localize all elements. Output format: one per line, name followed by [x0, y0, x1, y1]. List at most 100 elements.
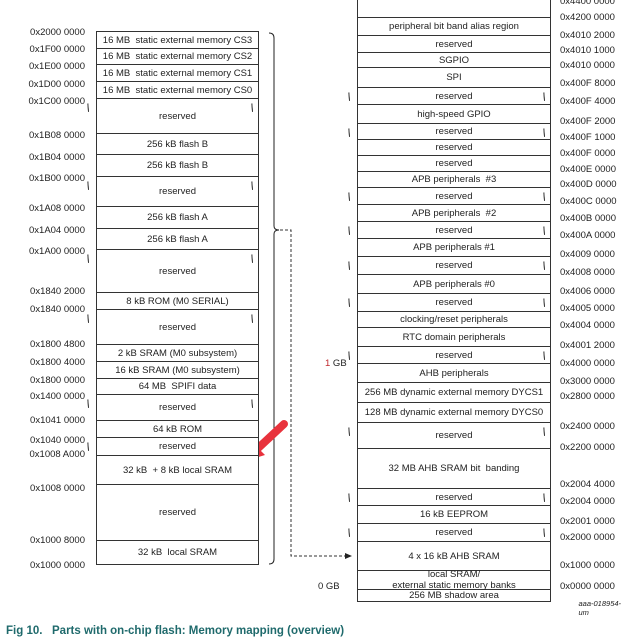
region-label: reserved — [435, 224, 473, 236]
address-label: 0x4009 0000 — [560, 249, 615, 260]
address-label: 0x1008 A000 — [29, 449, 85, 460]
region-label: 256 kB flash A — [147, 212, 208, 223]
region-label: 64 MB SPIFI data — [138, 381, 217, 392]
figure-id: aaa-018954-um — [578, 599, 622, 617]
region-label: AHB peripherals — [419, 367, 489, 379]
region-label: APB peripherals #2 — [411, 207, 497, 219]
region-label: reserved — [435, 430, 473, 441]
address-label: 0x4400 0000 — [560, 0, 615, 7]
memory-region: reserved — [96, 437, 259, 456]
address-label: 0x1000 8000 — [30, 535, 85, 546]
region-label: reserved — [435, 297, 473, 308]
address-label: 0x0000 0000 — [560, 581, 615, 592]
memory-region: reserved — [357, 123, 551, 140]
region-label: 16 MB static external memory CS3 — [102, 34, 253, 46]
address-label: 0x1000 0000 — [30, 560, 85, 571]
memory-region: reserved — [357, 221, 551, 239]
region-label: reserved — [435, 38, 473, 50]
dashed-connector — [280, 229, 346, 557]
address-label: 0x2000 0000 — [30, 27, 85, 38]
zero-gb-marker: 0 GB — [318, 581, 340, 592]
address-label: 0x2400 0000 — [560, 421, 615, 432]
memory-region: 256 kB flash A — [96, 228, 259, 250]
memory-region — [357, 0, 551, 18]
region-label: APB peripherals #3 — [411, 174, 497, 185]
address-label: 0x1F00 0000 — [29, 44, 85, 55]
address-label: 0x1A08 0000 — [29, 203, 85, 214]
address-label: 0x1B04 0000 — [29, 152, 85, 163]
region-label: 2 kB SRAM (M0 subsystem) — [117, 347, 238, 359]
address-label: 0x1400 0000 — [30, 391, 85, 402]
memory-region: APB peripherals #2 — [357, 204, 551, 222]
memory-region: reserved — [357, 155, 551, 172]
region-label: reserved — [159, 265, 196, 277]
memory-region: reserved — [357, 187, 551, 205]
address-label: 0x4200 0000 — [560, 12, 615, 23]
memory-region: 16 MB static external memory CS0 — [96, 81, 259, 99]
region-label: 16 MB static external memory CS0 — [102, 84, 253, 96]
address-label: 0x4006 0000 — [560, 286, 615, 297]
connector-arrowhead — [345, 553, 352, 559]
region-label: 256 MB shadow area — [409, 590, 499, 601]
memory-region: 16 MB static external memory CS3 — [96, 31, 259, 49]
region-label: 16 kB SRAM (M0 subsystem) — [115, 364, 240, 376]
region-label: peripheral bit band alias region — [389, 21, 519, 32]
memory-region: 128 MB dynamic external memory DYCS0 — [357, 402, 551, 423]
memory-region: AHB peripherals — [357, 363, 551, 383]
address-label: 0x1B00 0000 — [29, 173, 85, 184]
region-label: 256 kB flash B — [146, 160, 209, 171]
region-label: reserved — [435, 491, 473, 503]
address-label: 0x1840 0000 — [30, 304, 85, 315]
address-label: 0x400E 0000 — [560, 164, 616, 175]
address-label: 0x2000 0000 — [560, 532, 615, 543]
memory-region: reserved — [357, 422, 551, 449]
memory-region: 32 kB + 8 kB local SRAM — [96, 455, 259, 485]
address-label: 0x400F 8000 — [560, 78, 616, 89]
memory-region: reserved — [357, 139, 551, 156]
memory-region: 16 MB static external memory CS1 — [96, 64, 259, 82]
memory-region: reserved — [96, 394, 259, 421]
memory-region: 64 MB SPIFI data — [96, 378, 259, 395]
address-label: 0x400F 4000 — [560, 96, 616, 107]
address-label: 0x2004 4000 — [560, 479, 615, 490]
region-label: 128 MB dynamic external memory DYCS0 — [364, 407, 544, 418]
one-gb-marker: 1 GB — [325, 358, 347, 369]
region-label: 16 MB static external memory CS1 — [102, 67, 253, 79]
region-label: reserved — [159, 507, 196, 518]
address-label: 0x3000 0000 — [560, 376, 615, 387]
region-label: reserved — [435, 90, 473, 102]
region-label: 32 MB AHB SRAM bit banding — [388, 463, 520, 474]
address-label: 0x400D 0000 — [560, 179, 617, 190]
memory-region: reserved — [96, 98, 259, 134]
address-label: 0x1040 0000 — [30, 435, 85, 446]
region-label: reserved — [435, 527, 473, 538]
memory-region: 256 kB flash B — [96, 154, 259, 177]
region-label: 32 kB local SRAM — [137, 547, 218, 558]
address-label: 0x4010 1000 — [560, 45, 615, 56]
memory-region: reserved — [96, 484, 259, 541]
memory-region: local SRAM/ external static memory banks — [357, 569, 551, 591]
region-label: reserved — [159, 321, 196, 333]
memory-region: APB peripherals #1 — [357, 238, 551, 257]
memory-region: 256 kB flash B — [96, 133, 259, 155]
region-label: high-speed GPIO — [417, 108, 491, 120]
region-label: 256 kB flash B — [146, 138, 209, 150]
memory-region: APB peripherals #0 — [357, 274, 551, 294]
address-label: 0x2200 0000 — [560, 442, 615, 453]
address-label: 0x1800 4000 — [30, 357, 85, 368]
address-label: 0x400F 1000 — [560, 132, 616, 143]
memory-region: APB peripherals #3 — [357, 171, 551, 188]
region-label: reserved — [159, 110, 196, 122]
memory-region: RTC domain peripherals — [357, 327, 551, 347]
region-label: reserved — [435, 126, 473, 137]
region-label: 16 MB static external memory CS2 — [102, 51, 253, 62]
address-label: 0x1800 4800 — [30, 339, 85, 350]
address-label: 0x4010 0000 — [560, 60, 615, 71]
address-label: 0x1C00 0000 — [28, 96, 85, 107]
memory-region: 2 kB SRAM (M0 subsystem) — [96, 344, 259, 362]
memory-region: reserved — [357, 523, 551, 542]
region-label: SGPIO — [438, 54, 470, 66]
address-label: 0x1800 0000 — [30, 375, 85, 386]
region-label: 16 kB EEPROM — [419, 509, 489, 520]
